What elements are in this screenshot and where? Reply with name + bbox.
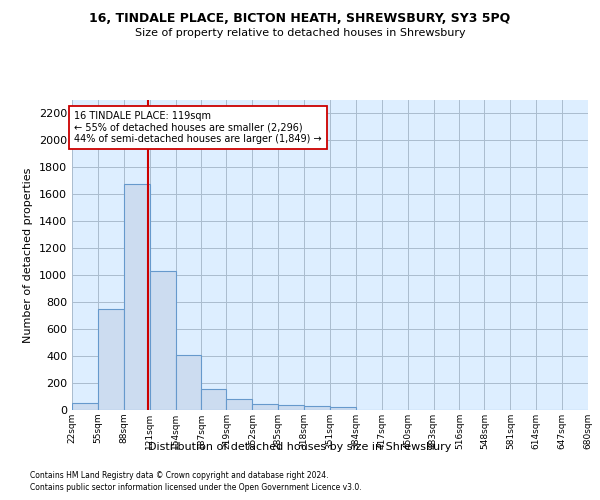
Bar [253,404,278,410]
Bar [124,184,149,410]
Bar [226,398,253,410]
Bar [176,356,202,410]
Bar [330,408,356,410]
Bar [98,309,124,410]
Text: Contains HM Land Registry data © Crown copyright and database right 2024.: Contains HM Land Registry data © Crown c… [30,471,329,480]
Bar [149,271,176,410]
Bar [72,404,98,410]
Text: 16, TINDALE PLACE, BICTON HEATH, SHREWSBURY, SY3 5PQ: 16, TINDALE PLACE, BICTON HEATH, SHREWSB… [89,12,511,26]
Y-axis label: Number of detached properties: Number of detached properties [23,168,34,342]
Bar [304,406,330,410]
Text: Contains public sector information licensed under the Open Government Licence v3: Contains public sector information licen… [30,484,362,492]
Bar [278,404,304,410]
Text: 16 TINDALE PLACE: 119sqm
← 55% of detached houses are smaller (2,296)
44% of sem: 16 TINDALE PLACE: 119sqm ← 55% of detach… [74,111,322,144]
Text: Distribution of detached houses by size in Shrewsbury: Distribution of detached houses by size … [148,442,452,452]
Text: Size of property relative to detached houses in Shrewsbury: Size of property relative to detached ho… [134,28,466,38]
Bar [202,389,226,410]
